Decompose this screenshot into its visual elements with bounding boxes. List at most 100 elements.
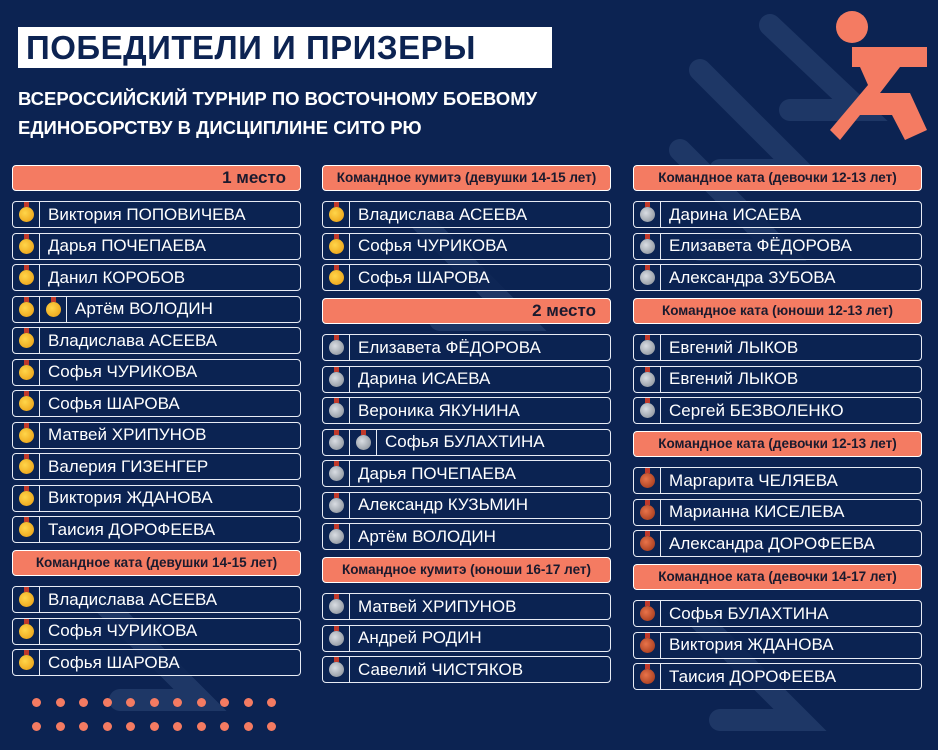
winner-name: Владислава АСЕЕВА	[48, 589, 218, 609]
winner-name: Софья ШАРОВА	[48, 393, 180, 413]
winner-name: Евгений ЛЫКОВ	[669, 369, 799, 388]
winner-row: Сергей БЕЗВОЛЕНКО	[633, 397, 922, 424]
winner-name: Софья ШАРОВА	[358, 267, 490, 287]
award-group: Командное кумитэ (юноши 16-17 лет) Матвей…	[322, 557, 611, 683]
winner-row: Александр КУЗЬМИН	[322, 491, 611, 519]
winner-name: Елизавета ФЁДОРОВА	[358, 337, 541, 357]
medal-cell	[634, 664, 661, 689]
winner-name: Маргарита ЧЕЛЯЕВА	[669, 470, 838, 490]
medal-cell	[13, 233, 40, 259]
gold-medal-icon	[45, 296, 61, 317]
bronze-medal-icon	[639, 531, 655, 551]
gold-medal-icon	[18, 587, 34, 607]
medal-cell	[13, 202, 40, 227]
winner-name: Александра ДОРОФЕЕВА	[669, 533, 875, 553]
medal-cell	[323, 398, 350, 423]
silver-medal-icon	[328, 657, 344, 677]
dot	[55, 722, 65, 731]
dot	[173, 722, 182, 731]
silver-medal-icon	[639, 265, 655, 285]
medal-cell	[323, 366, 350, 392]
winner-name: Матвей ХРИПУНОВ	[358, 596, 517, 616]
winner-row: Софья БУЛАХТИНА	[633, 600, 922, 627]
medal-cell	[13, 485, 40, 511]
dot	[149, 698, 159, 707]
winner-row: Софья ЧУРИКОВА	[12, 358, 301, 386]
dot	[243, 722, 253, 731]
medal-cell	[13, 328, 40, 353]
dot	[79, 698, 88, 707]
winner-name: Матвей ХРИПУНОВ	[48, 425, 207, 444]
column-3: Командное ката (девочки 12-13 лет) Дарина…	[633, 165, 922, 697]
award-group: Командное ката (девочки 12-13 лет) Маргар…	[633, 431, 922, 557]
winner-name: Владислава АСЕЕВА	[48, 330, 218, 350]
group-header: 1 место	[12, 165, 301, 191]
winner-row: Дарина ИСАЕВА	[322, 365, 611, 393]
silver-medal-icon	[328, 335, 344, 355]
dot	[196, 698, 206, 707]
winner-row: Матвей ХРИПУНОВ	[322, 593, 611, 620]
medal-cell	[13, 265, 40, 290]
group-header: Командное ката (девочки 14-17 лет)	[633, 564, 922, 590]
winner-row: Марианна КИСЕЛЕВА	[633, 498, 922, 526]
winner-name: Артём ВОЛОДИН	[75, 299, 213, 318]
subtitle-line: ЕДИНОБОРСТВУ В ДИСЦИПЛИНЕ СИТО РЮ	[18, 117, 422, 138]
medal-cell	[634, 335, 661, 360]
gold-medal-icon	[18, 650, 34, 670]
dot	[267, 698, 276, 707]
medal-cell	[13, 391, 40, 416]
medal-cell	[13, 454, 40, 479]
medal-cell	[350, 429, 377, 455]
medal-cell	[13, 359, 40, 385]
medal-cell	[634, 366, 661, 392]
award-group: 1 место Виктория ПОПОВИЧЕВА Дарья ПОЧЕПАЕВ…	[12, 165, 301, 543]
dot	[55, 698, 65, 707]
silver-medal-icon	[639, 233, 655, 254]
winner-name: Владислава АСЕЕВА	[358, 204, 528, 224]
winner-row: Софья ШАРОВА	[322, 264, 611, 291]
silver-medal-icon	[328, 492, 344, 513]
group-header: Командное кумитэ (юноши 16-17 лет)	[322, 557, 611, 583]
bronze-medal-icon	[639, 468, 655, 488]
medal-cell	[323, 335, 350, 360]
dot	[126, 722, 135, 731]
winner-name: Дарина ИСАЕВА	[669, 204, 802, 224]
winner-name: Виктория ЖДАНОВА	[48, 488, 213, 507]
bronze-medal-icon	[639, 632, 655, 653]
winner-name: Евгений ЛЫКОВ	[669, 337, 799, 357]
dot	[102, 698, 112, 707]
winner-row: Евгений ЛЫКОВ	[633, 365, 922, 393]
medal-cell	[634, 202, 661, 227]
winner-row: Данил КОРОБОВ	[12, 264, 301, 291]
medal-cell	[634, 233, 661, 259]
dot	[32, 698, 41, 707]
winner-name: Дарья ПОЧЕПАЕВА	[358, 463, 516, 483]
award-group: Командное ката (девушки 14-15 лет) Владис…	[12, 550, 301, 676]
group-header: Командное кумитэ (девушки 14-15 лет)	[322, 165, 611, 191]
gold-medal-icon	[18, 202, 34, 222]
medal-cell	[13, 618, 40, 644]
award-group: Командное ката (юноши 12-13 лет) Евгений …	[633, 298, 922, 424]
medal-cell	[323, 625, 350, 651]
winner-row: Таисия ДОРОФЕЕВА	[633, 663, 922, 690]
column-1: 1 место Виктория ПОПОВИЧЕВА Дарья ПОЧЕПАЕВ…	[12, 165, 301, 683]
bronze-medal-icon	[639, 499, 655, 520]
winner-row: Софья ЧУРИКОВА	[322, 232, 611, 260]
winner-name: Валерия ГИЗЕНГЕР	[48, 456, 209, 476]
group-header: Командное ката (девочки 12-13 лет)	[633, 165, 922, 191]
winner-name: Вероника ЯКУНИНА	[358, 400, 520, 420]
winner-name: Софья ЧУРИКОВА	[48, 362, 198, 381]
medal-cell	[323, 265, 350, 290]
winner-name: Андрей РОДИН	[358, 628, 482, 647]
winner-row: Софья ШАРОВА	[12, 649, 301, 676]
bronze-medal-icon	[639, 664, 655, 684]
gold-medal-icon	[18, 233, 34, 254]
medal-cell	[323, 202, 350, 227]
winner-row: Валерия ГИЗЕНГЕР	[12, 453, 301, 480]
winner-row: Владислава АСЕЕВА	[322, 201, 611, 228]
silver-medal-icon	[328, 625, 344, 646]
medal-cell	[634, 632, 661, 658]
winner-name: Софья ЧУРИКОВА	[358, 236, 508, 255]
gold-medal-icon	[18, 485, 34, 506]
dot	[220, 722, 229, 731]
